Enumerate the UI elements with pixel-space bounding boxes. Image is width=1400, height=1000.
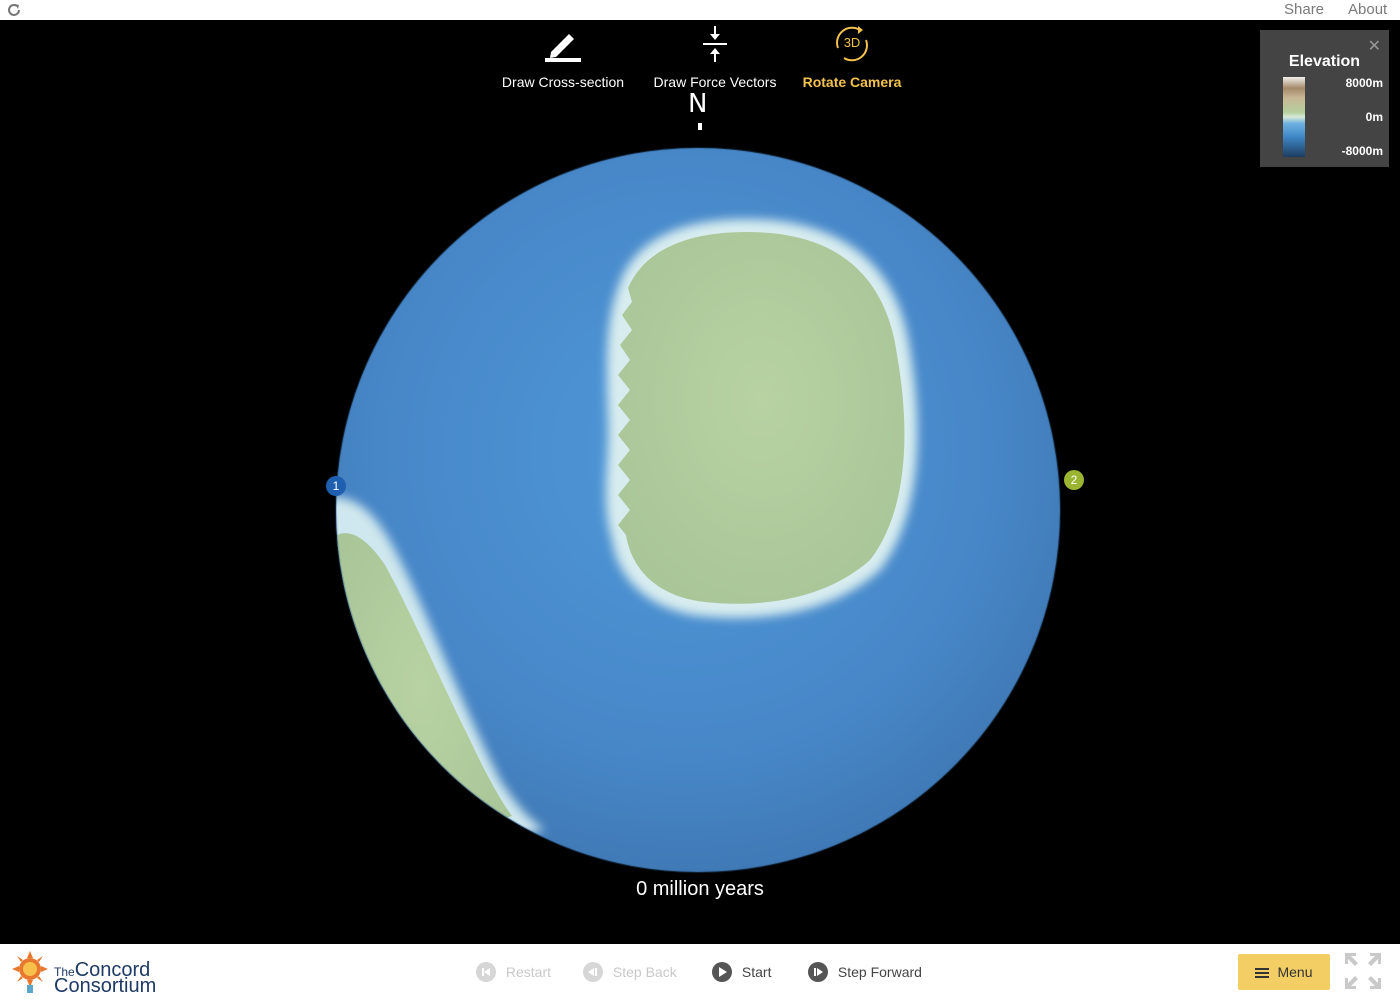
- rotate-camera-label: Rotate Camera: [802, 74, 902, 90]
- rotate-3d-icon: 3D: [836, 26, 868, 62]
- draw-cross-section-tool[interactable]: Draw Cross-section: [496, 24, 630, 90]
- menu-button[interactable]: Menu: [1238, 954, 1330, 990]
- continent-central: [618, 232, 905, 604]
- reload-icon[interactable]: [6, 2, 22, 18]
- planet-globe[interactable]: [0, 20, 1400, 944]
- legend-max-label: 8000m: [1345, 76, 1383, 90]
- draw-cross-section-label: Draw Cross-section: [501, 74, 625, 90]
- top-bar: Share About: [0, 0, 1400, 20]
- draw-force-vectors-label: Draw Force Vectors: [653, 74, 777, 90]
- rotate-camera-tool[interactable]: 3D Rotate Camera: [800, 24, 904, 90]
- about-link[interactable]: About: [1348, 1, 1388, 18]
- logo-text-line2: Consortium: [54, 975, 157, 997]
- cross-section-marker-1[interactable]: 1: [326, 476, 346, 496]
- start-button[interactable]: Start: [712, 962, 771, 982]
- share-link[interactable]: Share: [1284, 1, 1325, 18]
- close-icon[interactable]: ✕: [1367, 38, 1381, 55]
- concord-consortium-logo[interactable]: TheConcord Consortium: [10, 949, 170, 997]
- time-readout: 0 million years: [636, 878, 764, 900]
- draw-force-vectors-tool[interactable]: Draw Force Vectors: [648, 24, 782, 90]
- cross-section-marker-2[interactable]: 2: [1064, 470, 1084, 490]
- pencil-icon: [545, 34, 581, 62]
- legend-title: Elevation: [1288, 53, 1361, 70]
- step-back-icon: [583, 962, 603, 982]
- svg-text:3D: 3D: [844, 35, 861, 50]
- bottom-bar: TheConcord Consortium Restart Step Back …: [0, 944, 1400, 1000]
- step-back-button[interactable]: Step Back: [583, 962, 677, 982]
- north-indicator: N: [688, 89, 708, 119]
- hamburger-icon: [1255, 968, 1270, 979]
- elevation-legend: ✕ Elevation 8000m 0m -8000m: [1260, 30, 1389, 167]
- restart-button[interactable]: Restart: [476, 962, 551, 982]
- logo-text-line1: TheConcord: [54, 959, 151, 981]
- elevation-color-scale: [1283, 77, 1305, 157]
- legend-zero-label: 0m: [1365, 110, 1383, 124]
- step-forward-button[interactable]: Step Forward: [808, 962, 922, 982]
- fullscreen-icon[interactable]: [1344, 952, 1382, 990]
- step-forward-icon: [808, 962, 828, 982]
- north-tick: [698, 123, 702, 130]
- lightbulb-sun-icon: [12, 951, 48, 993]
- restart-icon: [476, 962, 496, 982]
- simulation-stage: Draw Cross-section Draw Force Vectors 3D…: [0, 20, 1400, 944]
- play-icon: [712, 962, 732, 982]
- force-arrows-icon: [703, 26, 727, 62]
- legend-min-label: -8000m: [1341, 144, 1383, 158]
